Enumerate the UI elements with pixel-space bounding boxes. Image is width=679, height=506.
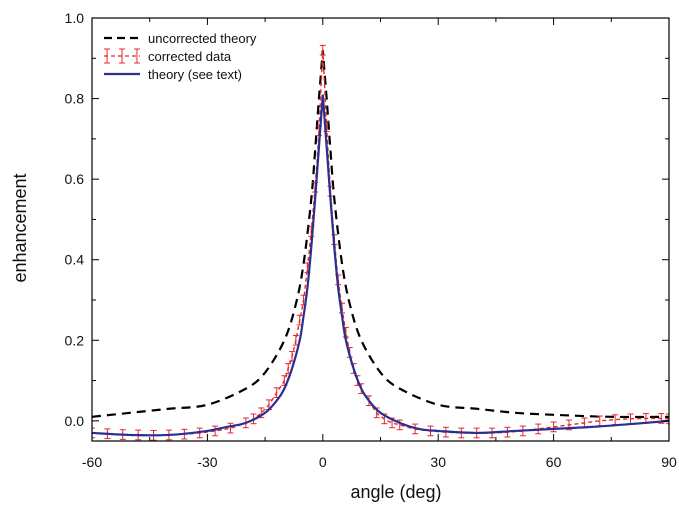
- corrected-data-line: [92, 50, 669, 437]
- x-tick-label: -60: [82, 454, 102, 470]
- legend-label: corrected data: [148, 49, 232, 64]
- data-point: [212, 425, 219, 437]
- x-axis-title: angle (deg): [350, 482, 441, 502]
- series-corrected-data: [92, 44, 669, 441]
- x-tick-label: -30: [197, 454, 217, 470]
- data-point: [396, 419, 403, 431]
- y-tick-label: 0.2: [65, 332, 85, 348]
- x-tick-label: 30: [430, 454, 446, 470]
- x-tick-label: 90: [661, 454, 677, 470]
- data-point: [666, 413, 669, 425]
- x-tick-label: 60: [546, 454, 562, 470]
- series-theory-see-text-: [92, 94, 669, 437]
- data-point: [92, 427, 95, 439]
- uncorrected-theory-line: [92, 50, 669, 419]
- data-point: [227, 422, 234, 434]
- data-point: [550, 421, 557, 433]
- legend: uncorrected theory corrected data theory (…: [104, 31, 257, 82]
- y-tick-label: 0.0: [65, 413, 85, 429]
- y-tick-label: 0.8: [65, 91, 85, 107]
- data-point: [319, 44, 326, 56]
- axes-layer: -60 -30 0 30 60 90 0.0 0.2 0.4 0.6 0.8 1.0: [65, 10, 677, 470]
- theory-line: [92, 94, 669, 437]
- y-tick-label: 0.6: [65, 171, 85, 187]
- legend-label: uncorrected theory: [148, 31, 257, 46]
- y-tick-label: 0.4: [65, 252, 85, 268]
- legend-item: theory (see text): [104, 67, 242, 82]
- legend-item: corrected data: [104, 48, 232, 64]
- series-uncorrected-theory: [92, 50, 669, 419]
- y-axis-title: enhancement: [10, 173, 30, 282]
- y-tick-label: 1.0: [65, 10, 85, 26]
- legend-item: uncorrected theory: [104, 31, 257, 46]
- series-layer: [92, 44, 669, 441]
- legend-label: theory (see text): [148, 67, 242, 82]
- x-tick-label: 0: [319, 454, 327, 470]
